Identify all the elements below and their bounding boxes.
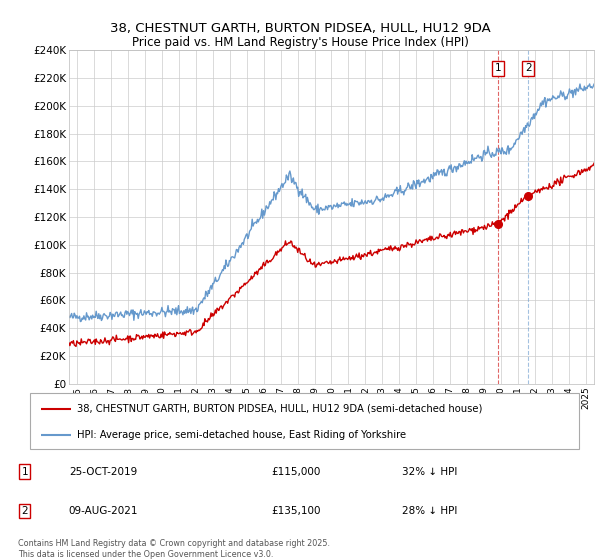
Text: Price paid vs. HM Land Registry's House Price Index (HPI): Price paid vs. HM Land Registry's House … xyxy=(131,36,469,49)
Text: £135,100: £135,100 xyxy=(272,506,322,516)
Text: 2: 2 xyxy=(525,63,532,73)
Text: 38, CHESTNUT GARTH, BURTON PIDSEA, HULL, HU12 9DA: 38, CHESTNUT GARTH, BURTON PIDSEA, HULL,… xyxy=(110,22,490,35)
Text: 25-OCT-2019: 25-OCT-2019 xyxy=(69,466,137,477)
FancyBboxPatch shape xyxy=(30,393,579,449)
Text: Contains HM Land Registry data © Crown copyright and database right 2025.
This d: Contains HM Land Registry data © Crown c… xyxy=(18,539,330,559)
Text: 1: 1 xyxy=(494,63,501,73)
Text: 38, CHESTNUT GARTH, BURTON PIDSEA, HULL, HU12 9DA (semi-detached house): 38, CHESTNUT GARTH, BURTON PIDSEA, HULL,… xyxy=(77,404,482,414)
Text: £115,000: £115,000 xyxy=(272,466,321,477)
Text: 09-AUG-2021: 09-AUG-2021 xyxy=(69,506,138,516)
Text: 32% ↓ HPI: 32% ↓ HPI xyxy=(401,466,457,477)
Text: 28% ↓ HPI: 28% ↓ HPI xyxy=(401,506,457,516)
Text: 2: 2 xyxy=(22,506,28,516)
Text: 1: 1 xyxy=(22,466,28,477)
Text: HPI: Average price, semi-detached house, East Riding of Yorkshire: HPI: Average price, semi-detached house,… xyxy=(77,430,406,440)
